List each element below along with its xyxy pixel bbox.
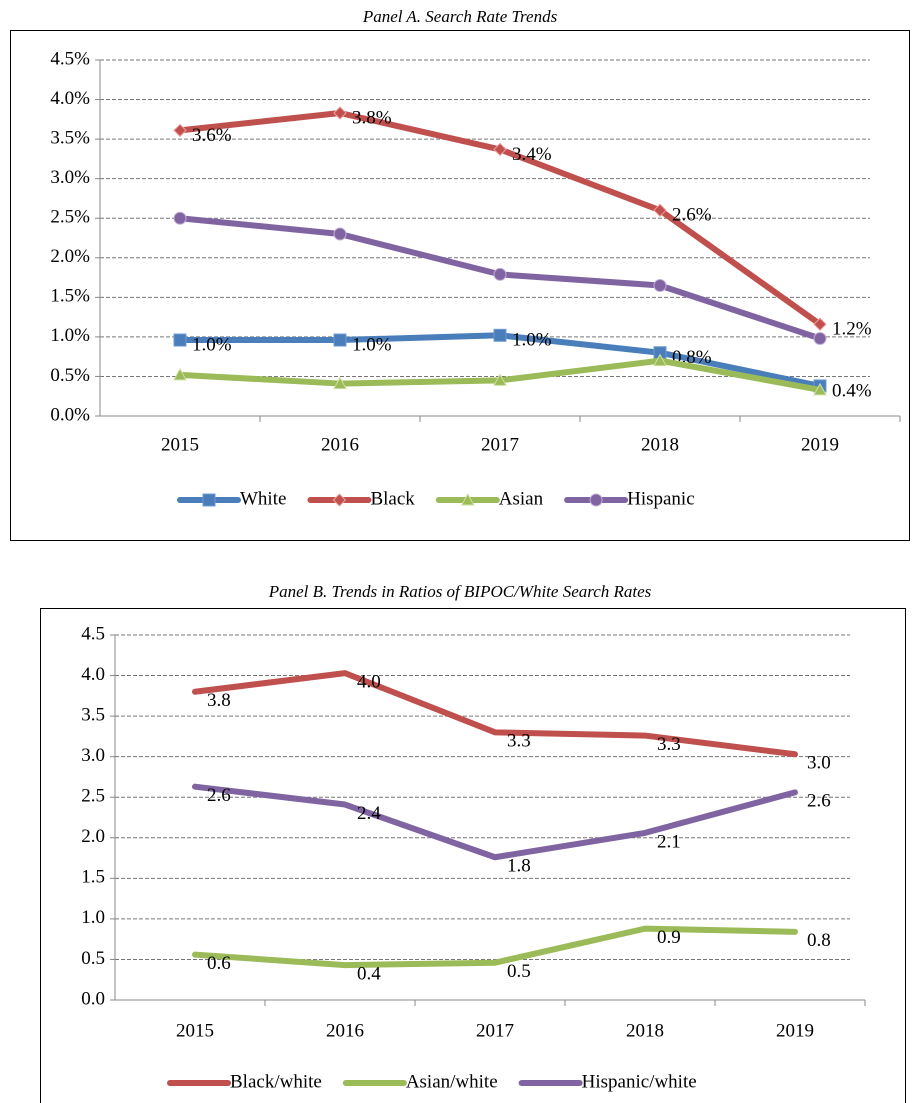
y-tick-label: 2.0 [81, 826, 105, 847]
chart-title: Panel B. Trends in Ratios of BIPOC/White… [268, 582, 652, 601]
data-label: 0.5 [507, 961, 531, 982]
data-label: 0.6 [207, 953, 231, 974]
data-label: 2.4 [357, 803, 381, 824]
x-tick-label: 2018 [626, 1020, 664, 1041]
marker [333, 333, 347, 347]
marker [202, 493, 216, 507]
y-tick-label: 3.0% [50, 167, 90, 188]
series-line [192, 925, 798, 969]
data-label: 3.3 [507, 731, 531, 752]
series-line [192, 783, 798, 861]
data-label: 2.6 [207, 785, 231, 806]
legend-label: Black/white [230, 1071, 322, 1092]
data-label: 1.0% [512, 330, 552, 351]
legend-label: Hispanic [627, 488, 695, 509]
data-label: 1.8 [507, 856, 531, 877]
data-label: 0.4 [357, 963, 381, 984]
y-tick-label: 0.0% [50, 404, 90, 425]
data-label: 3.8% [352, 107, 392, 128]
x-tick-label: 2017 [476, 1020, 514, 1041]
y-tick-label: 1.0% [50, 325, 90, 346]
marker [173, 367, 187, 381]
marker [333, 227, 347, 241]
y-tick-label: 0.0 [81, 988, 105, 1009]
legend-label: Hispanic/white [582, 1071, 697, 1092]
y-tick-label: 0.5% [50, 365, 90, 386]
marker [493, 267, 507, 281]
marker [332, 493, 347, 507]
legend-label: Black [370, 488, 415, 509]
data-label: 3.3 [657, 734, 681, 755]
data-label: 0.4% [832, 380, 872, 401]
y-tick-label: 2.0% [50, 246, 90, 267]
data-label: 2.1 [657, 831, 681, 852]
legend-label: White [240, 488, 286, 509]
marker [173, 333, 187, 347]
y-tick-label: 4.0 [81, 664, 105, 685]
chart-title: Panel A. Search Rate Trends [362, 7, 558, 26]
data-label: 3.8 [207, 690, 231, 711]
y-tick-label: 2.5% [50, 207, 90, 228]
marker [493, 142, 507, 157]
marker [813, 382, 827, 396]
x-tick-label: 2019 [801, 434, 839, 455]
data-label: 0.9 [657, 927, 681, 948]
data-label: 4.0 [357, 671, 381, 692]
marker [493, 328, 507, 342]
marker [173, 211, 187, 225]
marker [493, 373, 507, 386]
data-label: 0.8 [807, 930, 831, 951]
y-tick-label: 4.0% [50, 88, 90, 109]
data-label: 3.6% [192, 125, 232, 146]
x-tick-label: 2019 [776, 1020, 814, 1041]
legend-label: Asian [499, 488, 544, 509]
marker [460, 492, 475, 506]
y-tick-label: 2.5 [81, 786, 105, 807]
y-tick-label: 1.5 [81, 867, 105, 888]
marker [653, 203, 667, 218]
marker [589, 493, 603, 507]
y-tick-label: 3.5 [81, 704, 105, 725]
data-label: 2.6% [672, 205, 712, 226]
y-tick-label: 3.0 [81, 745, 105, 766]
y-tick-label: 0.5 [81, 948, 105, 969]
marker [173, 123, 187, 138]
x-tick-label: 2016 [326, 1020, 364, 1041]
marker [813, 317, 827, 331]
legend-label: Asian/white [406, 1071, 498, 1092]
marker [653, 353, 667, 367]
marker [333, 106, 347, 120]
panel-frame [40, 608, 906, 1103]
data-label: 1.2% [832, 319, 872, 340]
x-tick-label: 2015 [161, 434, 199, 455]
data-label: 3.0 [807, 753, 831, 774]
x-tick-label: 2016 [321, 434, 359, 455]
series-line [192, 670, 798, 758]
y-tick-label: 4.5% [50, 48, 90, 69]
data-label: 2.6 [807, 791, 831, 812]
panel-frame [10, 30, 910, 541]
x-tick-label: 2017 [481, 434, 519, 455]
y-tick-label: 1.0 [81, 907, 105, 928]
y-tick-label: 4.5 [81, 623, 105, 644]
marker [653, 278, 667, 292]
x-tick-label: 2015 [176, 1020, 214, 1041]
data-label: 1.0% [192, 334, 232, 355]
data-label: 1.0% [352, 334, 392, 355]
data-label: 3.4% [512, 144, 552, 165]
marker [813, 331, 827, 345]
y-tick-label: 1.5% [50, 286, 90, 307]
y-tick-label: 3.5% [50, 127, 90, 148]
marker [333, 376, 347, 390]
x-tick-label: 2018 [641, 434, 679, 455]
